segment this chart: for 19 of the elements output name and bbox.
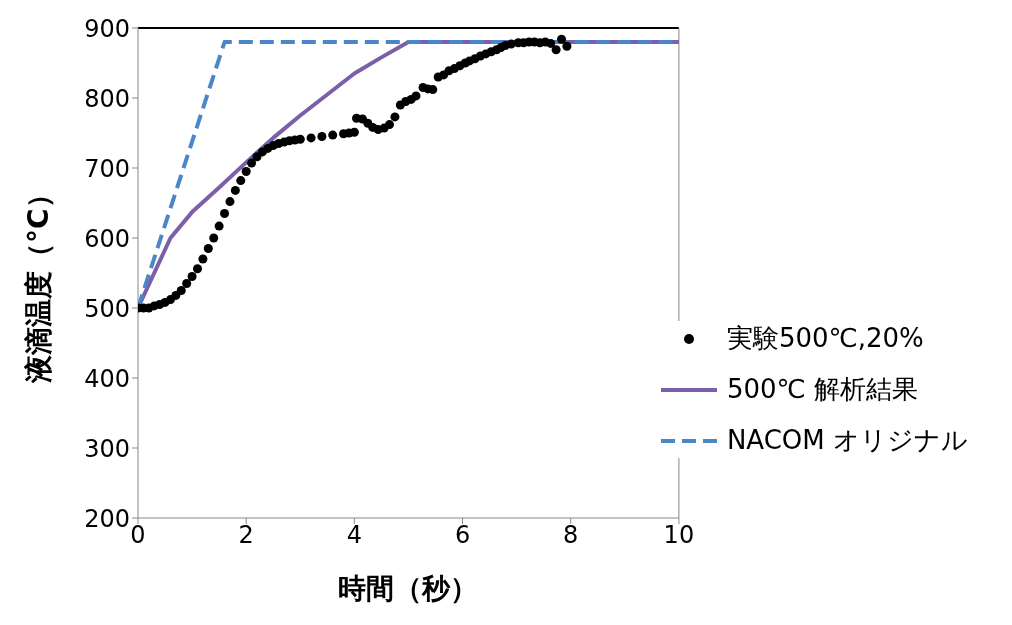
y-tick-label: 400 bbox=[84, 364, 130, 393]
y-tick-label: 300 bbox=[84, 434, 130, 463]
y-tick-label: 700 bbox=[84, 154, 130, 183]
x-tick-label: 6 bbox=[454, 521, 471, 550]
y-tick-label: 600 bbox=[84, 224, 130, 253]
legend-label: 実験500℃,20% bbox=[726, 322, 924, 355]
legend-label: 500℃ 解析結果 bbox=[726, 373, 918, 406]
y-tick-label: 500 bbox=[84, 294, 130, 323]
x-tick-label: 0 bbox=[130, 521, 146, 550]
x-axis-title: 時間（秒） bbox=[338, 572, 479, 605]
x-tick-label: 4 bbox=[346, 521, 362, 550]
y-tick-label: 200 bbox=[84, 504, 130, 533]
x-tick-label: 10 bbox=[663, 521, 695, 550]
x-tick-label: 8 bbox=[563, 521, 579, 550]
y-axis-title: 液滴温度（°C） bbox=[21, 180, 55, 384]
y-tick-label: 800 bbox=[84, 84, 130, 113]
x-tick-label: 2 bbox=[238, 521, 254, 550]
legend-label: NACOM オリジナル bbox=[726, 424, 968, 457]
y-tick-label: 900 bbox=[84, 14, 130, 43]
